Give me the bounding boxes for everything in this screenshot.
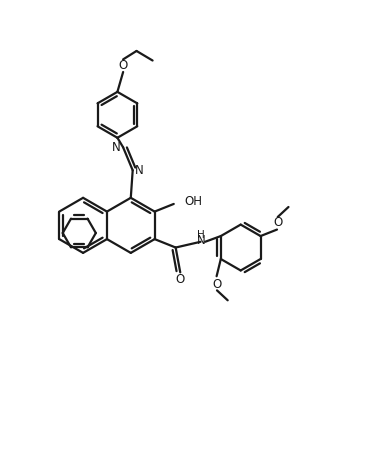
Text: N: N xyxy=(135,164,144,177)
Text: O: O xyxy=(212,278,222,291)
Text: O: O xyxy=(176,273,185,286)
Text: O: O xyxy=(118,59,128,72)
Text: O: O xyxy=(273,216,282,229)
Text: OH: OH xyxy=(184,195,202,208)
Text: N: N xyxy=(197,234,205,247)
Text: H: H xyxy=(197,230,204,240)
Text: N: N xyxy=(112,141,121,154)
